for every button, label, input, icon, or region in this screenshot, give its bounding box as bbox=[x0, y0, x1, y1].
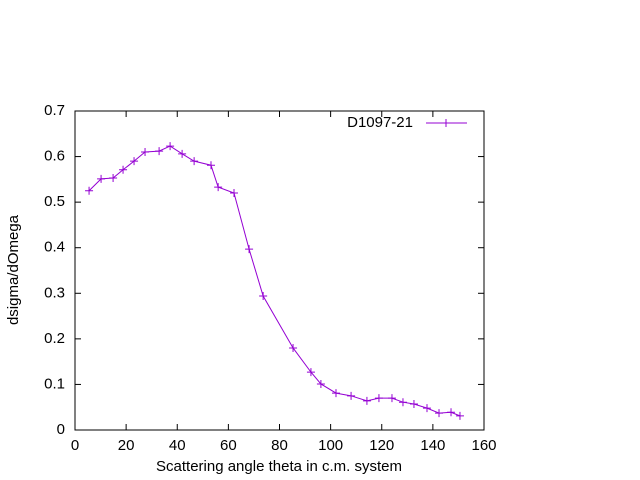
legend-marker bbox=[442, 119, 450, 127]
x-tick-label: 100 bbox=[318, 437, 343, 454]
y-tick-label: 0 bbox=[57, 421, 65, 438]
y-tick-label: 0.6 bbox=[44, 148, 65, 165]
y-axis-label: dsigma/dOmega bbox=[5, 214, 22, 325]
data-point bbox=[141, 148, 150, 157]
legend-label: D1097-21 bbox=[347, 114, 413, 131]
data-point bbox=[447, 408, 456, 417]
x-tick-label: 120 bbox=[369, 437, 394, 454]
data-point bbox=[306, 368, 315, 377]
x-tick-label: 80 bbox=[271, 437, 288, 454]
data-point bbox=[289, 343, 298, 352]
data-point bbox=[229, 189, 238, 198]
data-point bbox=[85, 186, 94, 195]
data-point bbox=[178, 149, 187, 158]
data-point bbox=[245, 245, 254, 254]
data-point bbox=[331, 389, 340, 398]
data-point bbox=[374, 394, 383, 403]
data-point bbox=[155, 147, 164, 156]
data-point bbox=[119, 165, 128, 174]
y-tick-label: 0.5 bbox=[44, 193, 65, 210]
x-tick-label: 0 bbox=[71, 437, 79, 454]
x-tick-label: 20 bbox=[118, 437, 135, 454]
data-point bbox=[259, 292, 268, 301]
data-point bbox=[347, 391, 356, 400]
data-point bbox=[130, 157, 139, 166]
data-point bbox=[455, 411, 464, 420]
data-point bbox=[206, 161, 215, 170]
data-point bbox=[316, 379, 325, 388]
data-point bbox=[398, 398, 407, 407]
data-point bbox=[214, 183, 223, 192]
y-tick-label: 0.3 bbox=[44, 284, 65, 301]
data-point bbox=[422, 404, 431, 413]
y-tick-label: 0.4 bbox=[44, 239, 65, 256]
x-tick-label: 160 bbox=[471, 437, 496, 454]
y-tick-label: 0.1 bbox=[44, 375, 65, 392]
x-tick-label: 60 bbox=[220, 437, 237, 454]
data-point bbox=[190, 157, 199, 166]
x-axis-label: Scattering angle theta in c.m. system bbox=[156, 458, 402, 475]
data-point bbox=[166, 142, 175, 151]
data-line bbox=[88, 145, 461, 417]
y-tick-label: 0.7 bbox=[44, 102, 65, 119]
x-tick-label: 140 bbox=[420, 437, 445, 454]
data-point bbox=[109, 173, 118, 182]
data-point bbox=[387, 394, 396, 403]
x-tick-label: 40 bbox=[169, 437, 186, 454]
y-tick-label: 0.2 bbox=[44, 330, 65, 347]
data-point bbox=[409, 400, 418, 409]
data-point bbox=[97, 174, 106, 183]
data-point bbox=[362, 396, 371, 405]
data-point bbox=[435, 409, 444, 418]
